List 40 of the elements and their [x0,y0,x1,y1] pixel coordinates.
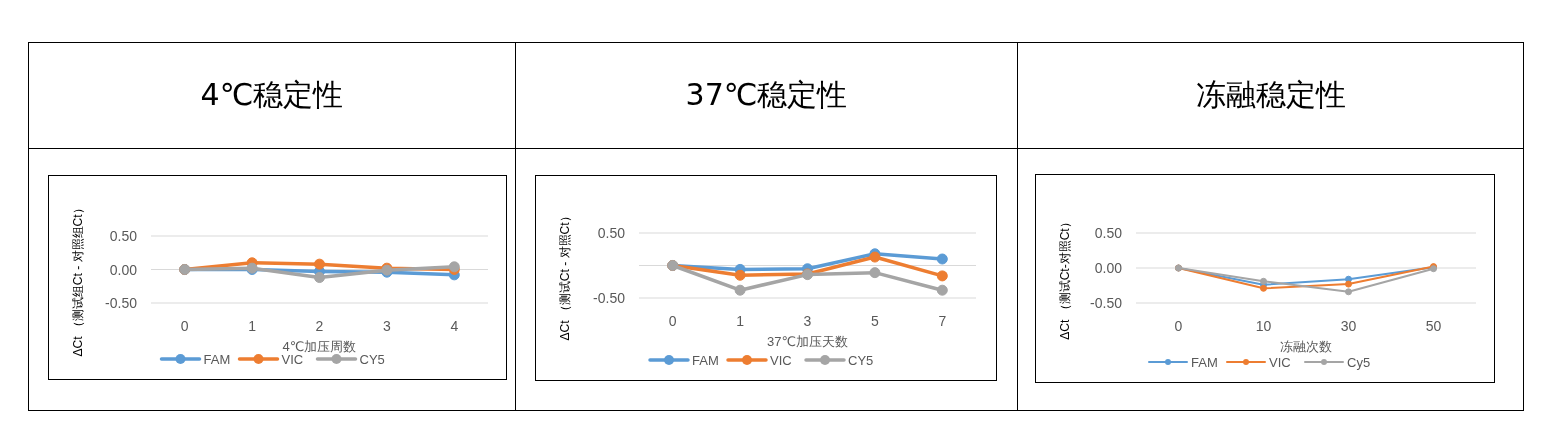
legend-label: CY5 [359,352,385,367]
x-axis-title: 37℃加压天数 [766,334,849,349]
x-tick-label: 3 [383,318,391,334]
x-tick-label: 0 [180,318,189,334]
legend-label: FAM [1191,355,1218,370]
legend-label: CY5 [848,353,874,368]
x-axis-title: 4℃加压周数 [282,339,357,354]
y-axis-title: ΔCt （测试Ct - 对照Ct） [558,210,572,341]
y-axis-title: ΔCt （测试Ct-对照Ct） [1058,216,1072,340]
x-tick-label: 7 [938,313,947,329]
chart-title: 37℃稳定性 [515,42,1018,149]
legend-label: VIC [1269,355,1291,370]
y-tick-label: 0.00 [1094,260,1123,276]
x-tick-label: 1 [248,318,257,334]
x-tick-label: 0 [1174,318,1183,334]
y-tick-label: -0.50 [593,290,626,306]
x-tick-label: 4 [450,318,459,334]
x-tick-label: 5 [871,313,879,329]
x-tick-label: 2 [315,318,324,334]
x-tick-label: 0 [668,313,677,329]
y-axis-title: ΔCt （测试组Ct - 对照组Ct） [71,202,85,357]
legend-label: FAM [692,353,719,368]
y-tick-label: -0.50 [1090,295,1123,311]
legend-label: FAM [203,352,231,367]
x-axis-title: 冻融次数 [1280,339,1332,354]
legend-label: Cy5 [1347,355,1371,370]
x-tick-label: 10 [1255,318,1272,334]
y-tick-label: -0.50 [105,295,138,311]
legend-label: VIC [281,352,304,367]
x-tick-label: 30 [1340,318,1357,334]
y-tick-label: 0.50 [109,228,138,244]
y-tick-label: 0.50 [1094,225,1123,241]
legend-label: VIC [770,353,792,368]
x-tick-label: 1 [736,313,745,329]
y-tick-label: 0.50 [597,225,626,241]
y-tick-label: 0.00 [109,261,138,278]
chart-title: 冻融稳定性 [1017,42,1524,149]
x-tick-label: 3 [803,313,812,329]
chart-title: 4℃稳定性 [28,42,516,149]
x-tick-label: 50 [1425,318,1442,334]
